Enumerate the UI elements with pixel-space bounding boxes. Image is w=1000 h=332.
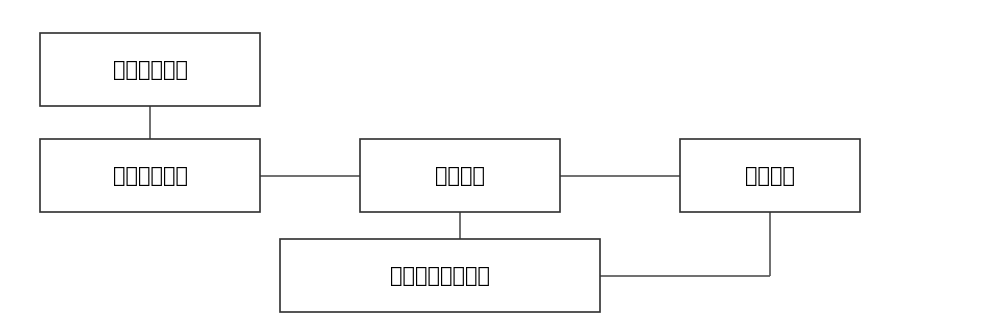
FancyBboxPatch shape [680, 139, 860, 212]
FancyBboxPatch shape [40, 33, 260, 106]
Text: 电缆故障模型: 电缆故障模型 [112, 60, 188, 80]
Text: 故障制造模块: 故障制造模块 [112, 166, 188, 186]
FancyBboxPatch shape [360, 139, 560, 212]
Text: 试验电缆: 试验电缆 [435, 166, 485, 186]
Text: 检测模块: 检测模块 [745, 166, 795, 186]
FancyBboxPatch shape [280, 239, 600, 312]
FancyBboxPatch shape [40, 139, 260, 212]
Text: 高次谐波测量模块: 高次谐波测量模块 [390, 266, 490, 286]
